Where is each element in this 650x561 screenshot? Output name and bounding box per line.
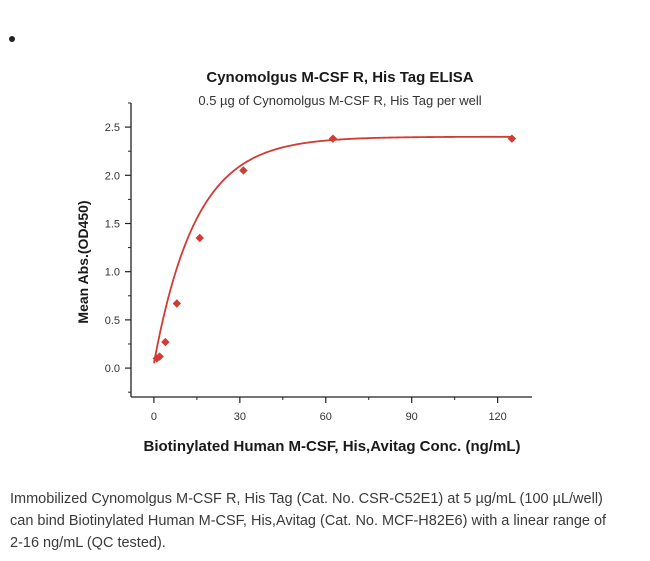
x-tick-label: 120 [488, 411, 506, 423]
y-tick-label: 0.5 [105, 315, 120, 327]
figure-caption: Immobilized Cynomolgus M-CSF R, His Tag … [10, 488, 640, 554]
y-axis-label: Mean Abs.(OD450) [75, 200, 91, 323]
x-tick-label: 90 [406, 411, 418, 423]
y-tick-label: 2.0 [105, 170, 120, 182]
chart-title: Cynomolgus M-CSF R, His Tag ELISA [206, 69, 473, 86]
data-point [507, 134, 517, 143]
data-point [195, 233, 204, 243]
data-point [328, 134, 338, 143]
y-tick-label: 1.5 [105, 218, 120, 230]
data-point [172, 299, 182, 308]
plot-area: 0.0 0.5 1.0 1.5 2.0 2.5 0 30 60 90 120 [105, 102, 532, 423]
fit-curve [153, 135, 512, 364]
x-axis-label: Biotinylated Human M-CSF, His,Avitag Con… [144, 438, 521, 455]
data-point [155, 352, 164, 361]
x-tick-label: 30 [234, 411, 246, 423]
x-tick-label: 0 [151, 411, 157, 423]
x-tick-label: 60 [320, 411, 332, 423]
data-point [239, 166, 248, 175]
chart-subtitle: 0.5 µg of Cynomolgus M-CSF R, His Tag pe… [198, 93, 481, 108]
caption-line-3: 2-16 ng/mL (QC tested). [10, 535, 166, 551]
y-tick-label: 2.5 [105, 122, 120, 134]
y-tick-label: 0.0 [105, 363, 120, 375]
caption-line-2: can bind Biotinylated Human M-CSF, His,A… [10, 513, 607, 529]
elisa-chart: Cynomolgus M-CSF R, His Tag ELISA 0.5 µg… [75, 69, 532, 455]
caption-line-1: Immobilized Cynomolgus M-CSF R, His Tag … [10, 491, 603, 507]
y-tick-label: 1.0 [105, 267, 120, 279]
bullet-dot [9, 36, 15, 42]
data-point [161, 337, 170, 347]
